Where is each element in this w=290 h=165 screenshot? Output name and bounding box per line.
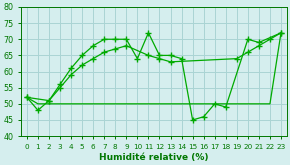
X-axis label: Humidité relative (%): Humidité relative (%) (99, 152, 209, 162)
